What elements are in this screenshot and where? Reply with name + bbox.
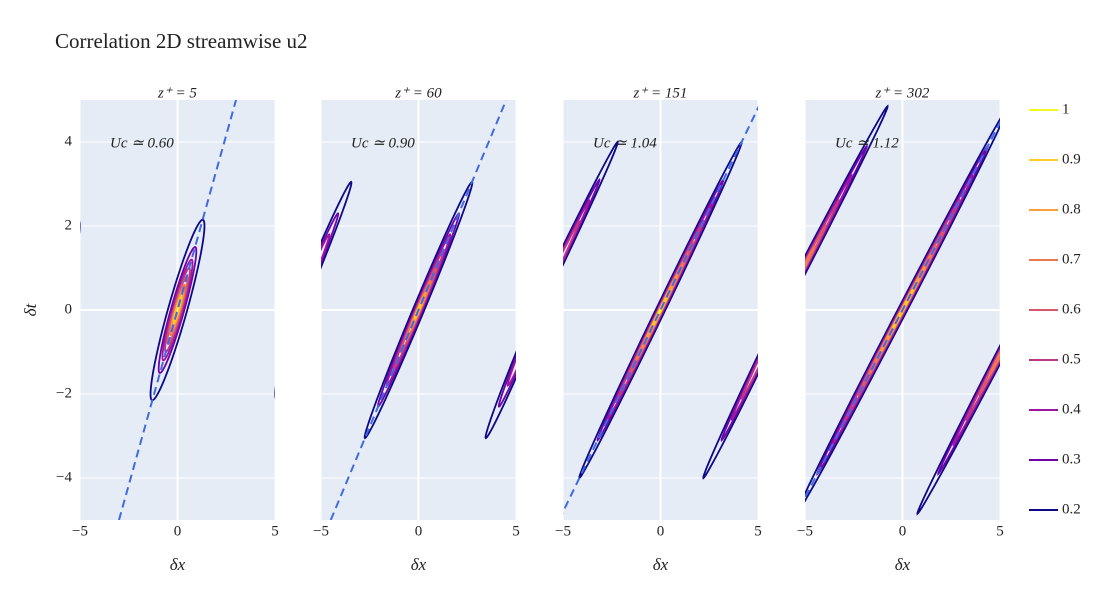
contour-line	[321, 212, 340, 266]
x-tick-label: −5	[313, 523, 329, 539]
plot-area	[321, 100, 516, 520]
legend-label: 0.4	[1062, 401, 1081, 417]
convection-line	[329, 100, 508, 520]
legend-label: 0.6	[1062, 301, 1081, 317]
contour-line	[916, 343, 1000, 516]
annotation: Uc ≃ 0.60	[110, 135, 174, 151]
contour-line	[805, 104, 889, 277]
contour-line	[363, 180, 474, 440]
x-tick-label: 0	[415, 523, 423, 539]
subplot-title: z⁺ = 302	[875, 85, 930, 101]
convection-line	[118, 100, 237, 520]
x-tick-label: −5	[797, 523, 813, 539]
x-tick-label: −5	[72, 523, 88, 539]
legend-label: 0.2	[1062, 501, 1081, 517]
x-tick-label: 0	[899, 523, 907, 539]
contour-line	[805, 117, 1000, 503]
contour-line	[952, 347, 1000, 447]
x-tick-label: 5	[512, 523, 520, 539]
contour-line	[720, 356, 758, 443]
legend-label: 0.9	[1062, 151, 1081, 167]
legend-label: 0.3	[1062, 451, 1081, 467]
contour-line	[321, 180, 353, 270]
x-axis-label: δx	[653, 555, 669, 574]
figure-title: Correlation 2D streamwise u2	[55, 29, 308, 53]
plot-area	[805, 104, 1000, 516]
contour-line	[506, 357, 516, 387]
contour-line	[414, 300, 423, 320]
subplot-title: z⁺ = 151	[633, 85, 688, 101]
contour-line	[978, 349, 1000, 397]
subplot-title: z⁺ = 60	[394, 85, 442, 101]
x-tick-label: 5	[754, 523, 762, 539]
contour-line	[484, 350, 516, 440]
x-axis-label: δx	[895, 555, 911, 574]
contour-line	[937, 346, 1000, 477]
y-tick-label: −2	[56, 385, 72, 401]
x-tick-label: 5	[996, 523, 1004, 539]
contour-line	[172, 296, 183, 324]
contour-line	[161, 258, 194, 362]
y-tick-label: 4	[65, 133, 73, 149]
y-tick-label: 2	[65, 217, 73, 233]
y-tick-label: −4	[56, 469, 72, 485]
y-tick-label: 0	[65, 301, 73, 317]
convection-line	[805, 120, 1000, 500]
x-axis-label: δx	[411, 555, 427, 574]
contour-line	[730, 357, 758, 422]
contour-line	[740, 358, 758, 401]
plot-area	[80, 100, 275, 520]
contour-line	[965, 348, 1000, 422]
contour-line	[702, 353, 758, 480]
annotation: Uc ≃ 1.12	[835, 135, 899, 151]
subplot-title: z⁺ = 5	[157, 85, 197, 101]
annotation: Uc ≃ 1.04	[593, 135, 657, 151]
annotation: Uc ≃ 0.90	[351, 135, 415, 151]
contour-line	[989, 350, 1000, 375]
legend-label: 0.7	[1062, 251, 1081, 267]
x-tick-label: 0	[174, 523, 182, 539]
x-tick-label: −5	[555, 523, 571, 539]
contour-line	[497, 354, 516, 408]
contour-line	[157, 246, 198, 374]
y-axis-label: δt	[21, 302, 40, 316]
x-axis-label: δx	[170, 555, 186, 574]
legend-label: 1	[1062, 101, 1070, 117]
contour-line	[563, 140, 619, 267]
legend-label: 0.8	[1062, 201, 1081, 217]
x-tick-label: 0	[657, 523, 665, 539]
plot-area	[563, 105, 758, 515]
x-tick-label: 5	[271, 523, 279, 539]
legend-label: 0.5	[1062, 351, 1081, 367]
